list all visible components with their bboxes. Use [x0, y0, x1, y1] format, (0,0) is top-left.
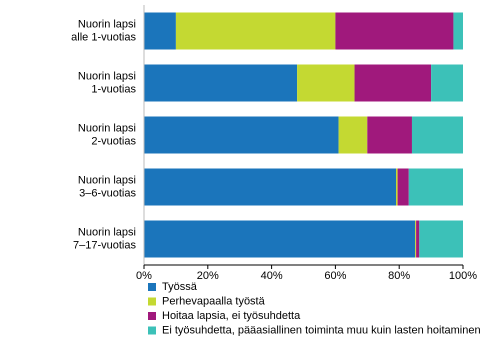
- bar-segment: [453, 12, 463, 50]
- legend-swatch: [148, 326, 156, 335]
- bar-segment: [397, 168, 409, 206]
- bar-segment: [144, 116, 339, 154]
- bar-segment: [411, 116, 463, 154]
- bar-segment: [175, 12, 336, 50]
- legend-label: Työssä: [162, 281, 198, 293]
- legend-swatch: [148, 283, 156, 291]
- x-tick-label: 40%: [261, 270, 283, 282]
- bar-segment: [431, 64, 463, 102]
- x-tick-label: 60%: [324, 270, 346, 282]
- bar-segment: [396, 168, 398, 206]
- x-tick-label: 20%: [197, 270, 219, 282]
- bar-segment: [354, 64, 432, 102]
- legend-label: Hoitaa lapsia, ei työsuhdetta: [162, 310, 301, 322]
- x-tick-label: 100%: [449, 270, 477, 282]
- legend-label: Ei työsuhdetta, pääasiallinen toiminta m…: [162, 324, 481, 336]
- bar-segment: [416, 220, 420, 258]
- legend-label: Perhevapaalla työstä: [162, 295, 266, 307]
- bar-segment: [144, 64, 298, 102]
- bar-segment: [144, 12, 176, 50]
- bar-segment: [408, 168, 463, 206]
- bar-segment: [338, 116, 368, 154]
- y-tick-label: Nuorin lapsi alle 1-vuotias: [71, 18, 136, 43]
- bar-segment: [335, 12, 454, 50]
- legend-swatch: [148, 297, 156, 306]
- legend-swatch: [148, 312, 156, 320]
- y-tick-label: Nuorin lapsi 3–6-vuotias: [78, 174, 137, 199]
- bar-segment: [297, 64, 355, 102]
- bar-segment: [415, 220, 417, 258]
- bar-segment: [144, 220, 416, 258]
- bar-segment: [367, 116, 412, 154]
- bar-segment: [144, 168, 397, 206]
- y-tick-label: Nuorin lapsi 1-vuotias: [78, 70, 137, 95]
- bar-segment: [419, 220, 463, 258]
- x-tick-label: 80%: [388, 270, 410, 282]
- y-tick-label: Nuorin lapsi 7–17-vuotias: [73, 226, 136, 251]
- x-tick-label: 0%: [136, 270, 152, 282]
- y-tick-label: Nuorin lapsi 2-vuotias: [78, 122, 137, 147]
